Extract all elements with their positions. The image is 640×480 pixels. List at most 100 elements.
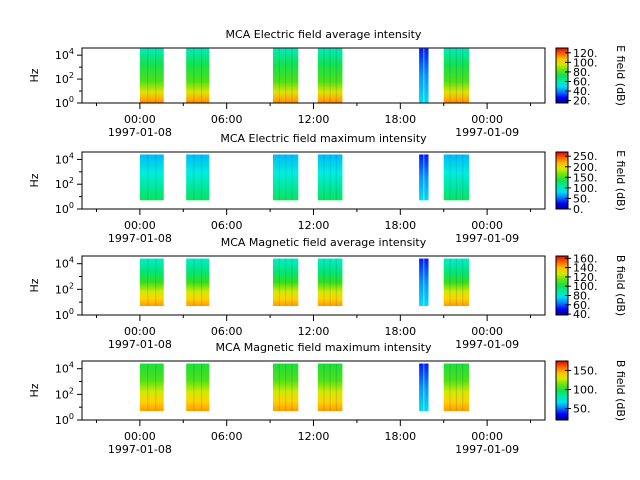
colorbar-tick-label: 100. xyxy=(573,384,598,397)
spectrogram-segment xyxy=(139,154,164,201)
x-tick-label: 06:00 xyxy=(211,430,243,443)
x-tick-label: 06:00 xyxy=(211,219,243,232)
x-tick-label: 12:00 xyxy=(298,430,330,443)
x-tick-date: 1997-01-08 xyxy=(108,232,172,245)
x-tick-label: 00:00 xyxy=(124,325,156,338)
colorbar-label: E field (dB) xyxy=(614,150,627,211)
colorbar xyxy=(555,47,569,104)
colorbar-tick-label: 80. xyxy=(573,289,591,302)
x-tick-date: 1997-01-08 xyxy=(108,126,172,139)
y-tick-label: 102 xyxy=(55,71,74,86)
x-tick-date: 1997-01-09 xyxy=(455,338,519,351)
x-tick-label: 00:00 xyxy=(471,325,503,338)
colorbar xyxy=(555,255,569,316)
spectrogram-segment xyxy=(272,154,299,201)
x-tick-label: 06:00 xyxy=(211,325,243,338)
colorbar-tick-label: 50. xyxy=(573,403,591,416)
x-tick-label: 12:00 xyxy=(298,113,330,126)
spectrogram-segment xyxy=(317,258,343,307)
y-tick-label: 104 xyxy=(55,361,74,376)
y-tick-label: 102 xyxy=(55,281,74,296)
x-tick-label: 00:00 xyxy=(124,113,156,126)
spectrogram-segment xyxy=(317,363,343,412)
x-tick-date: 1997-01-08 xyxy=(108,338,172,351)
colorbar-label: B field (dB) xyxy=(614,360,627,421)
colorbar xyxy=(555,360,569,421)
spectrogram-segment xyxy=(443,363,470,412)
spectrogram-segment xyxy=(186,48,210,103)
spectrogram-segment xyxy=(272,363,299,412)
spectrogram-segment xyxy=(443,48,470,103)
panel-title: MCA Electric field average intensity xyxy=(226,28,422,41)
colorbar-tick-label: 150. xyxy=(573,171,598,184)
colorbar-tick-label: 200. xyxy=(573,161,598,174)
colorbar-tick-label: 80. xyxy=(573,66,591,79)
colorbar xyxy=(555,151,569,210)
spectrogram-segment xyxy=(139,48,164,103)
x-tick-date: 1997-01-09 xyxy=(455,126,519,139)
spectrogram-segment xyxy=(317,48,343,103)
spectrogram-segment xyxy=(317,154,343,201)
colorbar-tick-label: 150. xyxy=(573,365,598,378)
spectrogram-segment xyxy=(443,258,470,307)
colorbar-tick-label: 50. xyxy=(573,192,591,205)
panel-title: MCA Magnetic field maximum intensity xyxy=(216,341,432,354)
x-tick-label: 18:00 xyxy=(384,430,416,443)
y-tick-label: 102 xyxy=(55,176,74,191)
spectrogram-segment xyxy=(186,258,210,307)
x-tick-date: 1997-01-09 xyxy=(455,443,519,456)
y-tick-label: 100 xyxy=(55,307,74,322)
x-tick-label: 18:00 xyxy=(384,113,416,126)
colorbar-tick-label: 120. xyxy=(573,271,598,284)
y-axis-label: Hz xyxy=(28,383,41,397)
spectrogram-segment xyxy=(186,154,210,201)
panel-1: MCA Electric field average intensity 100 1… xyxy=(28,28,627,139)
y-tick-label: 104 xyxy=(55,47,74,62)
panel-4: MCA Magnetic field maximum intensity 100 1… xyxy=(28,341,627,456)
colorbar-tick-label: 60. xyxy=(573,75,591,88)
y-axis-label: Hz xyxy=(28,278,41,292)
colorbar-tick-label: 120. xyxy=(573,47,598,60)
y-tick-label: 104 xyxy=(55,256,74,271)
spectrogram-segment xyxy=(272,48,299,103)
colorbar-tick-label: 40. xyxy=(573,308,591,321)
colorbar-tick-label: 60. xyxy=(573,299,591,312)
spectrogram-segment xyxy=(139,363,164,412)
y-tick-label: 102 xyxy=(55,386,74,401)
colorbar-tick-label: 140. xyxy=(573,262,598,275)
x-tick-label: 00:00 xyxy=(124,430,156,443)
colorbar-tick-label: 160. xyxy=(573,252,598,265)
y-tick-label: 104 xyxy=(55,151,74,166)
x-tick-date: 1997-01-09 xyxy=(455,232,519,245)
spectrogram-segment xyxy=(443,154,470,201)
x-tick-label: 18:00 xyxy=(384,325,416,338)
colorbar-tick-label: 0. xyxy=(573,203,584,216)
y-axis-label: Hz xyxy=(28,173,41,187)
panel-3: MCA Magnetic field average intensity 100 1… xyxy=(28,236,627,351)
colorbar-tick-label: 100. xyxy=(573,182,598,195)
x-tick-label: 06:00 xyxy=(211,113,243,126)
spectrogram-segment xyxy=(186,363,210,412)
colorbar-label: B field (dB) xyxy=(614,255,627,316)
colorbar-tick-label: 250. xyxy=(573,150,598,163)
x-tick-label: 12:00 xyxy=(298,325,330,338)
y-tick-label: 100 xyxy=(55,412,74,427)
panel-2: MCA Electric field maximum intensity 100 1… xyxy=(28,132,627,245)
x-tick-label: 00:00 xyxy=(471,430,503,443)
colorbar-label: E field (dB) xyxy=(614,45,627,106)
colorbar-tick-label: 20. xyxy=(573,95,591,108)
x-tick-label: 18:00 xyxy=(384,219,416,232)
colorbar-tick-label: 100. xyxy=(573,56,598,69)
x-tick-label: 12:00 xyxy=(298,219,330,232)
colorbar-tick-label: 100. xyxy=(573,280,598,293)
x-tick-date: 1997-01-08 xyxy=(108,443,172,456)
y-tick-label: 100 xyxy=(55,201,74,216)
panel-title: MCA Electric field maximum intensity xyxy=(220,132,427,145)
spectrogram-segment xyxy=(139,258,164,307)
x-tick-label: 00:00 xyxy=(471,219,503,232)
y-tick-label: 100 xyxy=(55,95,74,110)
spectrogram-segment xyxy=(272,258,299,307)
x-tick-label: 00:00 xyxy=(124,219,156,232)
panel-title: MCA Magnetic field average intensity xyxy=(221,236,427,249)
